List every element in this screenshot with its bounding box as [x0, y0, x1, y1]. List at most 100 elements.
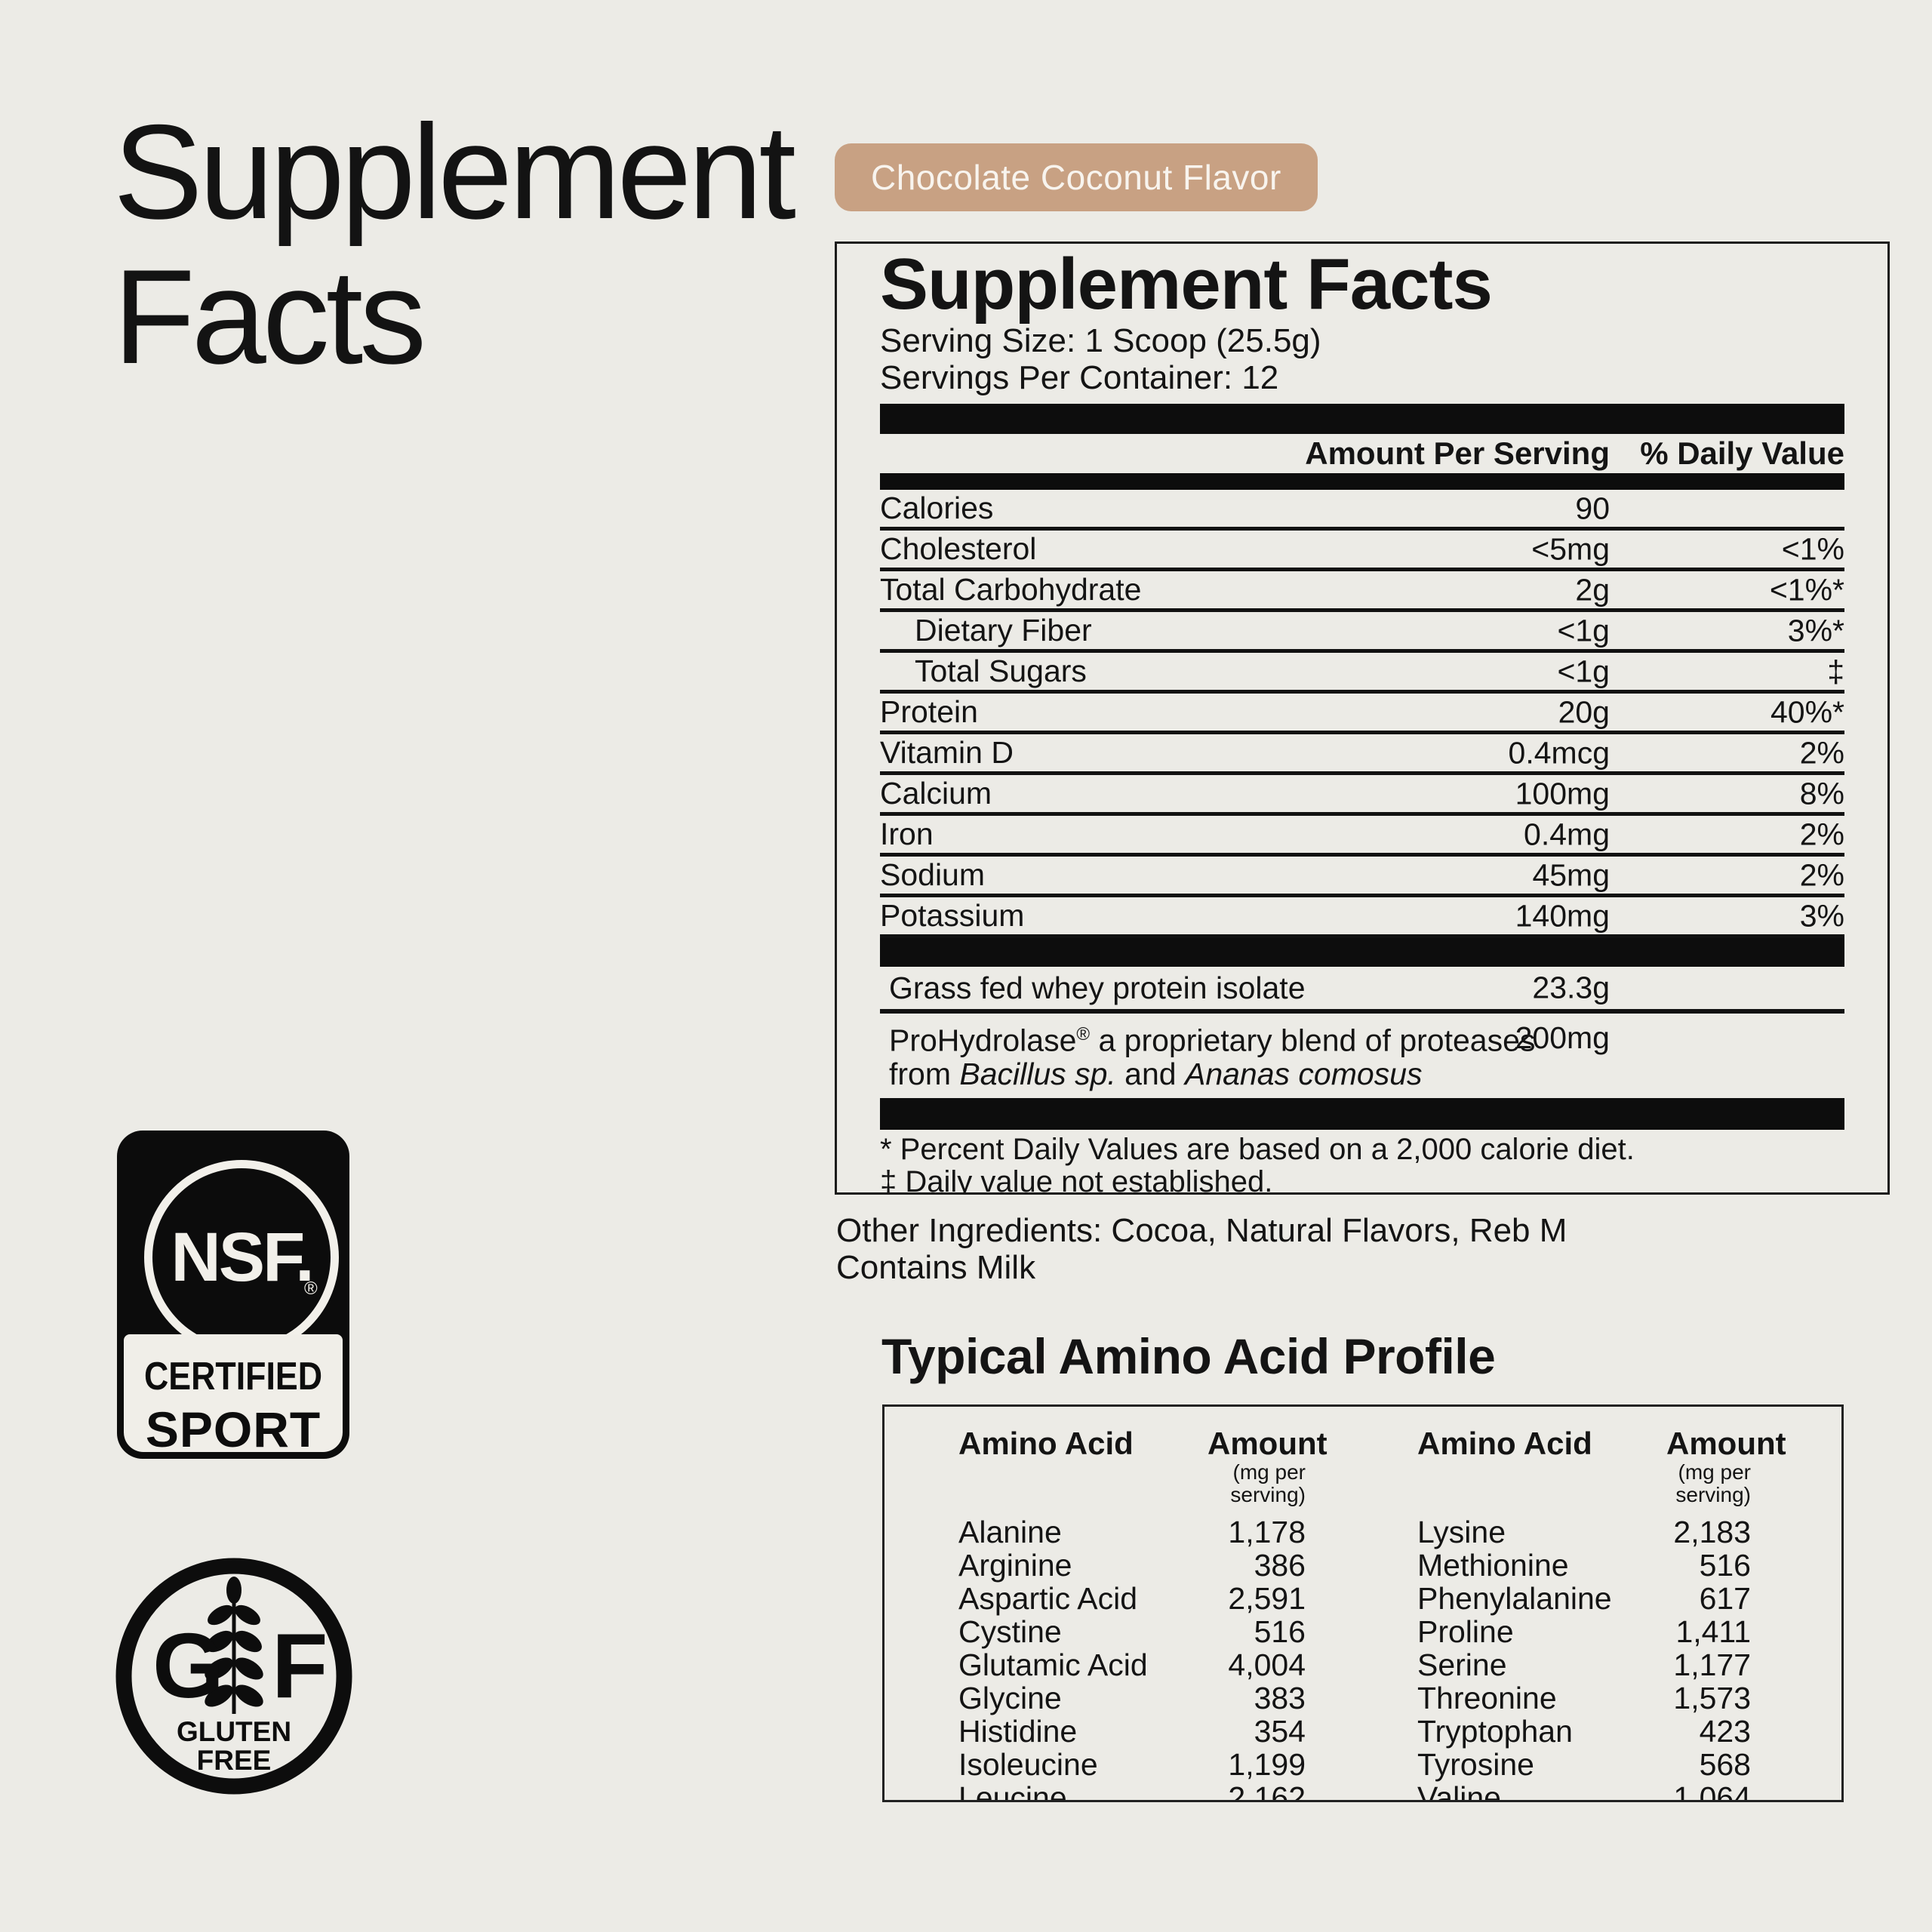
table-row-cholesterol: Cholesterol <5mg <1%: [880, 531, 1844, 571]
pro-and: and: [1115, 1056, 1185, 1091]
amino-row: Arginine 386 Methionine 516: [958, 1549, 1841, 1582]
row-label: Protein: [880, 694, 978, 729]
row-amount: 45mg: [1532, 857, 1610, 892]
amino-name: Tyrosine: [1417, 1747, 1534, 1782]
amino-header-label-left: Amino Acid: [958, 1426, 1134, 1461]
prohydrolase-desc: a proprietary blend of proteases: [1090, 1023, 1536, 1058]
amino-row: Glycine 383 Threonine 1,573: [958, 1681, 1841, 1715]
row-amount: 90: [1575, 491, 1610, 525]
amino-name: Lysine: [1417, 1515, 1506, 1549]
amino-name: Valine: [1417, 1780, 1501, 1802]
row-label: Potassium: [880, 898, 1025, 933]
panel-title: Supplement Facts: [880, 244, 1493, 325]
page-title: Supplement Facts: [113, 100, 796, 389]
prohydrolase-line2: from Bacillus sp. and Ananas comosus: [889, 1057, 1844, 1091]
supplement-facts-panel: Supplement Facts Serving Size: 1 Scoop (…: [835, 242, 1890, 1195]
footnote-dv: * Percent Daily Values are based on a 2,…: [880, 1132, 1635, 1166]
amino-amount: 516: [1699, 1548, 1751, 1583]
nsf-lower-panel: CERTIFIED SPORT: [124, 1334, 343, 1457]
amino-amount: 516: [1254, 1614, 1306, 1649]
amino-row: Isoleucine 1,199 Tyrosine 568: [958, 1748, 1841, 1781]
row-amount: 0.4mg: [1524, 817, 1610, 851]
table-row-sodium: Sodium 45mg 2%: [880, 857, 1844, 897]
amino-amount: 617: [1699, 1581, 1751, 1616]
row-amount: 0.4mcg: [1508, 735, 1610, 770]
divider-bar-header: [880, 473, 1844, 490]
amino-amount: 1,411: [1675, 1614, 1751, 1649]
amino-name: Glutamic Acid: [958, 1647, 1148, 1682]
amino-name: Glycine: [958, 1681, 1062, 1715]
nsf-certified-label: CERTIFIED: [143, 1355, 323, 1398]
prohydrolase-name: ProHydrolase: [889, 1023, 1077, 1058]
nsf-circle: NSF.: [144, 1160, 339, 1355]
col-amount-per-serving: Amount Per Serving: [1305, 435, 1610, 471]
divider-bar-mid: [880, 938, 1844, 967]
table-row-whey-isolate: Grass fed whey protein isolate 23.3g: [880, 967, 1844, 1014]
row-dv: 2%: [1799, 735, 1844, 770]
contains-milk-line: Contains Milk: [836, 1249, 1036, 1286]
footnotes: * Percent Daily Values are based on a 2,…: [880, 1132, 1844, 1192]
amino-rows: Alanine 1,178 Lysine 2,183 Arginine 386 Met…: [958, 1515, 1841, 1802]
amino-amount: 1,573: [1673, 1681, 1751, 1715]
amino-amount: 1,178: [1228, 1515, 1306, 1549]
row-label: Sodium: [880, 857, 986, 892]
table-row-total-carbohydrate: Total Carbohydrate 2g <1%*: [880, 571, 1844, 612]
row-label: Grass fed whey protein isolate: [889, 970, 1306, 1005]
row-amount: <1g: [1557, 654, 1610, 688]
row-amount: 200mg: [1515, 1020, 1610, 1055]
amino-header-sub-right: (mg per serving): [1675, 1460, 1751, 1506]
pro-ananas: Ananas comosus: [1184, 1056, 1423, 1091]
row-amount: 100mg: [1515, 776, 1610, 811]
amino-name: Serine: [1417, 1647, 1507, 1682]
amino-row: Alanine 1,178 Lysine 2,183: [958, 1515, 1841, 1549]
table-row-dietary-fiber: Dietary Fiber <1g 3%*: [880, 612, 1844, 653]
table-row-total-sugars: Total Sugars <1g ‡: [880, 653, 1844, 694]
row-label: Calories: [880, 491, 994, 525]
amino-amount: 2,162: [1228, 1780, 1306, 1802]
other-ingredients: Other Ingredients: Cocoa, Natural Flavor…: [836, 1212, 1567, 1286]
flavor-badge-label: Chocolate Coconut Flavor: [871, 158, 1281, 197]
amino-profile-title: Typical Amino Acid Profile: [881, 1328, 1496, 1384]
gluten-free-seal: G F GLUTEN FREE: [115, 1558, 352, 1795]
amino-name: Aspartic Acid: [958, 1581, 1137, 1616]
amino-name: Cystine: [958, 1614, 1062, 1649]
row-dv: 40%*: [1770, 694, 1844, 729]
facts-column-header: Amount Per Serving % Daily Value: [880, 434, 1844, 473]
flavor-badge: Chocolate Coconut Flavor: [835, 143, 1318, 211]
table-row-calcium: Calcium 100mg 8%: [880, 775, 1844, 816]
amino-name: Leucine: [958, 1780, 1067, 1802]
amino-amount: 1,064: [1673, 1780, 1751, 1802]
amino-header-label-right: Amino Acid: [1417, 1426, 1592, 1461]
row-amount: 2g: [1575, 572, 1610, 607]
row-label: Dietary Fiber: [915, 613, 1092, 648]
amino-name: Isoleucine: [958, 1747, 1098, 1782]
row-label: Cholesterol: [880, 531, 1037, 566]
amino-name: Arginine: [958, 1548, 1072, 1583]
row-amount: <5mg: [1531, 531, 1610, 566]
svg-text:F: F: [272, 1614, 328, 1717]
amino-header-amount-right: Amount: [1666, 1426, 1786, 1461]
amino-amount: 423: [1699, 1714, 1751, 1749]
row-dv: <1%*: [1769, 572, 1844, 607]
row-label: Calcium: [880, 776, 992, 811]
col-daily-value: % Daily Value: [1640, 435, 1844, 471]
table-row-potassium: Potassium 140mg 3%: [880, 897, 1844, 938]
nsf-registered-icon: ®: [304, 1278, 318, 1299]
wheat-icon: [205, 1577, 263, 1714]
row-amount: 20g: [1558, 694, 1610, 729]
row-label: Total Sugars: [915, 654, 1087, 688]
nsf-sport-label: SPORT: [145, 1401, 321, 1457]
amino-name: Proline: [1417, 1614, 1514, 1649]
table-row-calories: Calories 90: [880, 490, 1844, 531]
table-row-protein: Protein 20g 40%*: [880, 694, 1844, 734]
other-ingredients-line: Other Ingredients: Cocoa, Natural Flavor…: [836, 1212, 1567, 1249]
amino-amount: 2,591: [1228, 1581, 1306, 1616]
divider-bar-bottom: [880, 1097, 1844, 1130]
serving-size: Serving Size: 1 Scoop (25.5g): [880, 322, 1321, 359]
table-row-iron: Iron 0.4mg 2%: [880, 816, 1844, 857]
row-dv: ‡: [1827, 654, 1844, 688]
amino-row: Leucine 2,162 Valine 1,064: [958, 1780, 1841, 1802]
servings-per-container: Servings Per Container: 12: [880, 359, 1279, 396]
row-dv: 3%*: [1787, 613, 1844, 648]
table-row-vitamin-d: Vitamin D 0.4mcg 2%: [880, 734, 1844, 775]
